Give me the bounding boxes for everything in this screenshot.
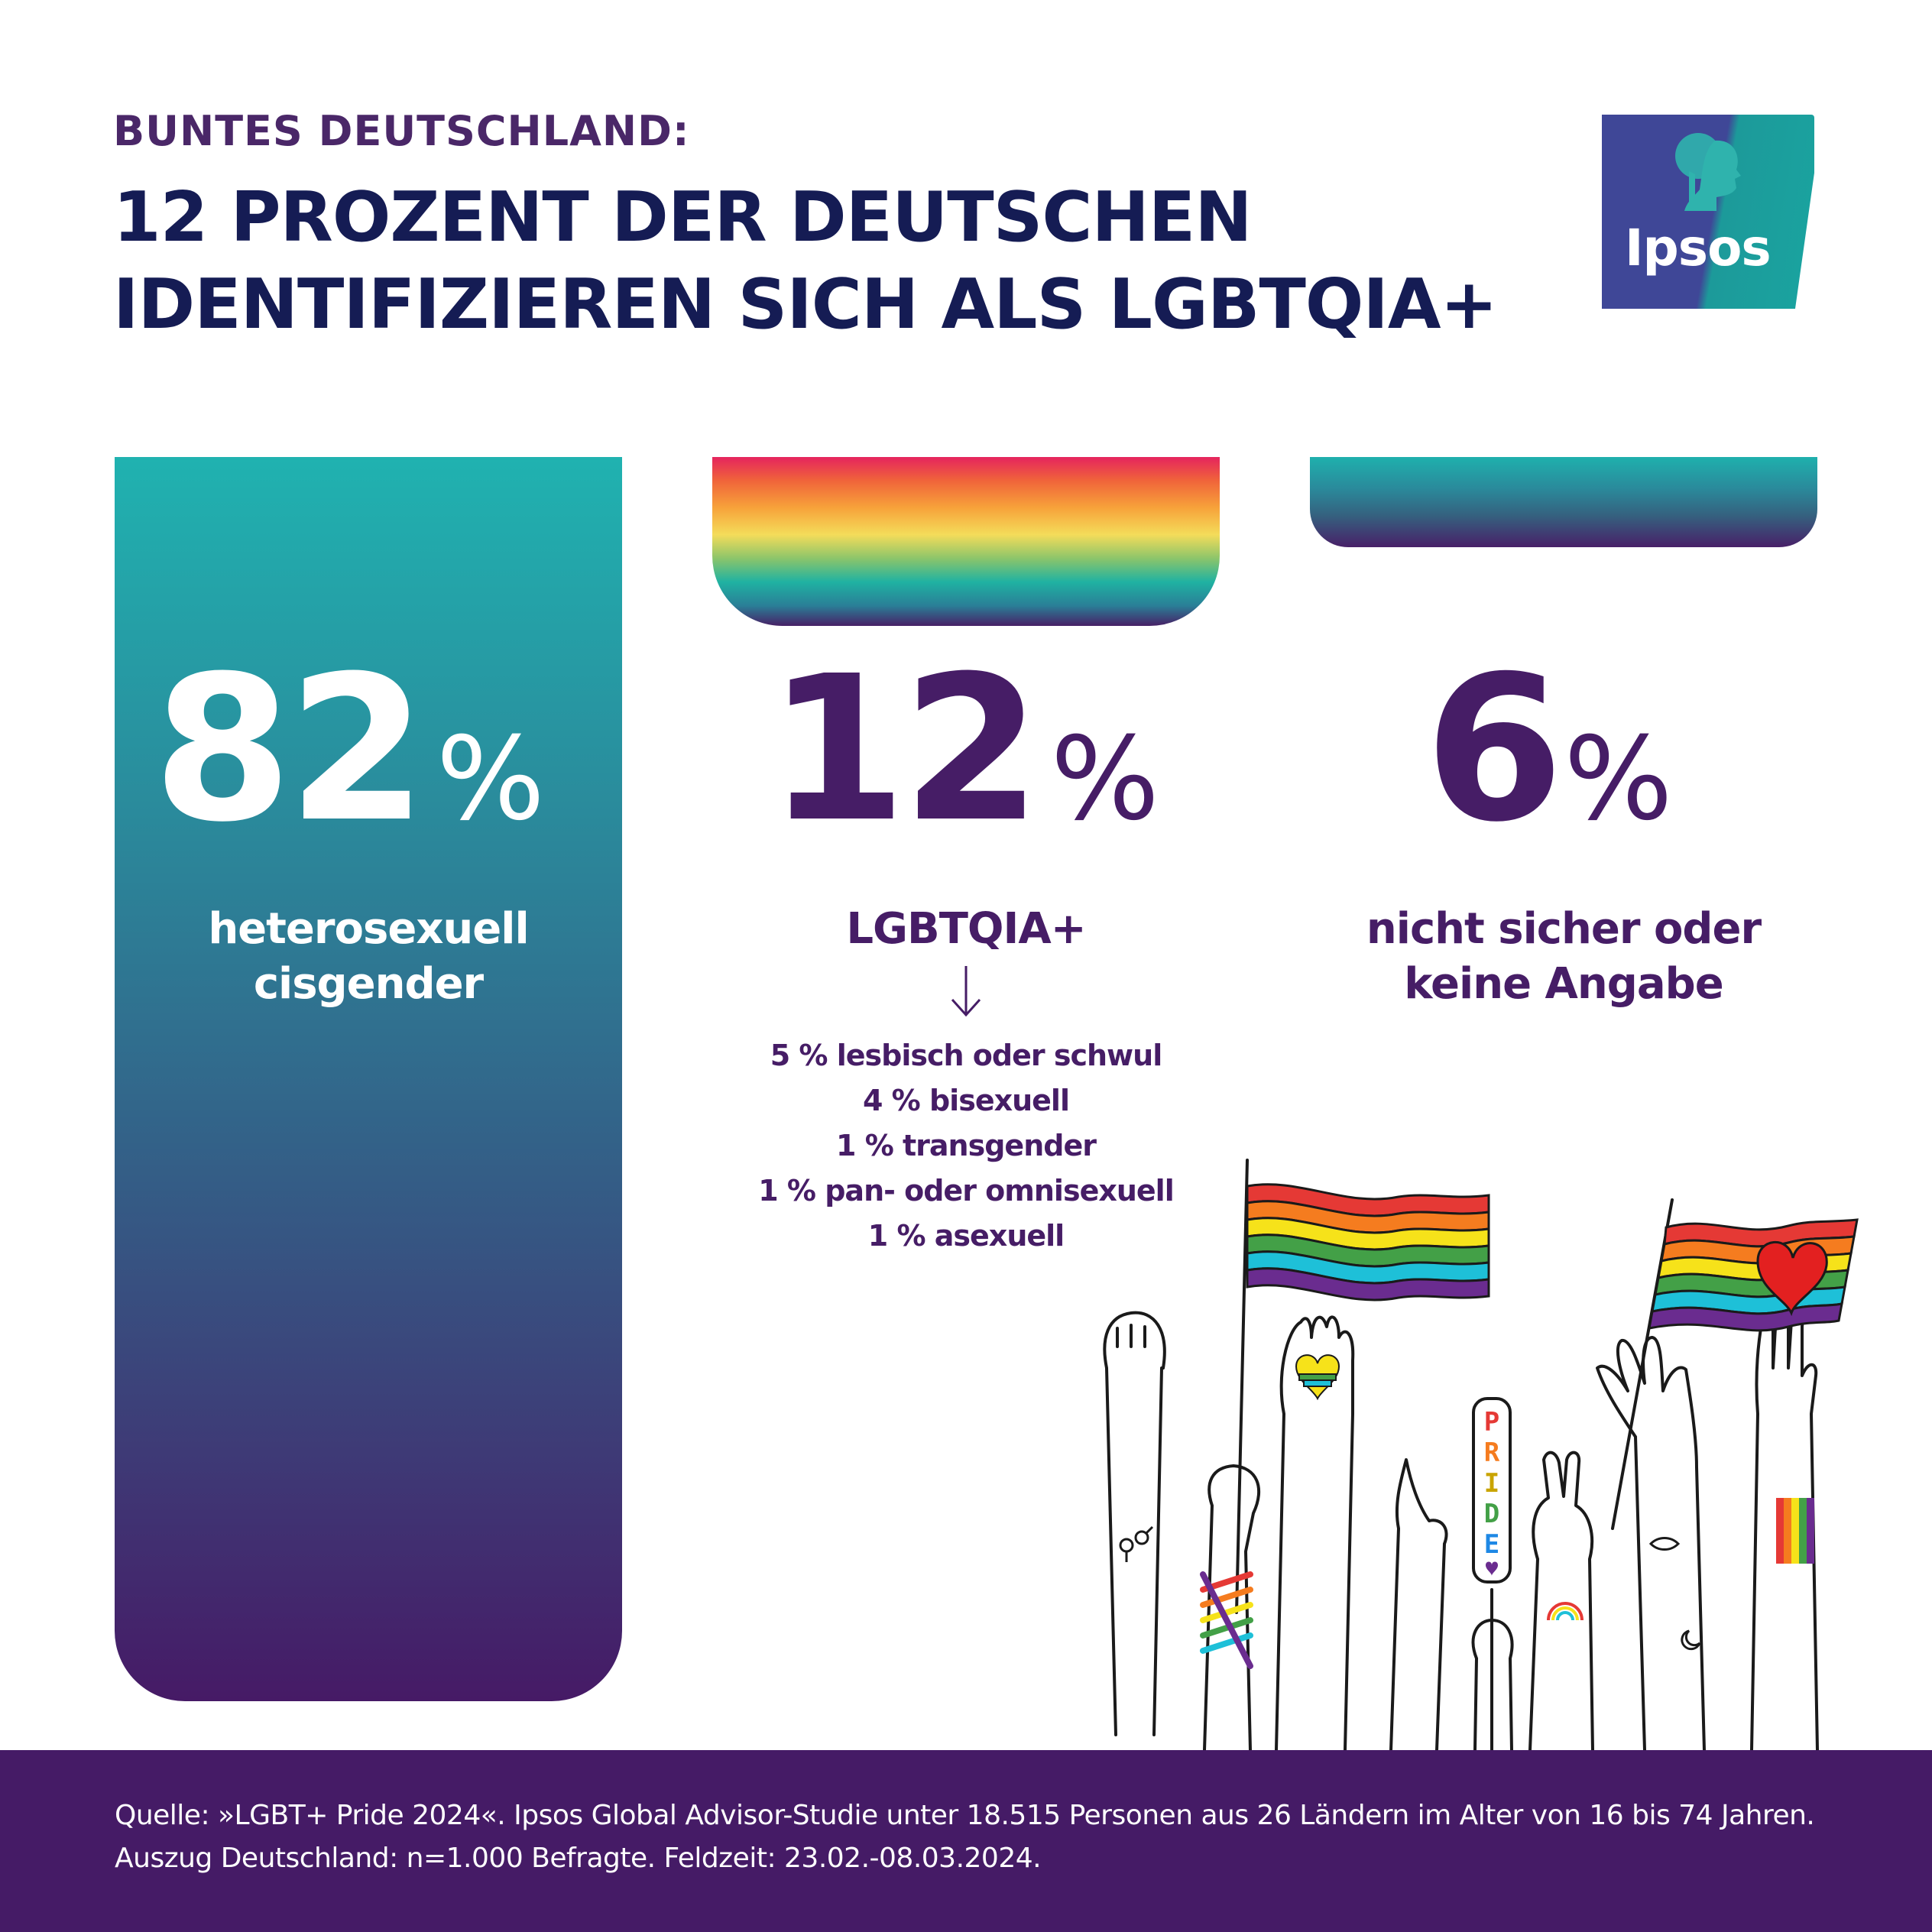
breakdown-item: 5 % lesbisch oder schwul (770, 1039, 1162, 1072)
svg-text:I: I (1484, 1468, 1499, 1499)
svg-text:P: P (1484, 1407, 1499, 1438)
footer (0, 1750, 1932, 1932)
sign-hand-arm (1471, 1619, 1514, 1750)
breakdown-item: 1 % asexuell (867, 1219, 1065, 1253)
flag-tattoo-icon (1776, 1498, 1814, 1564)
value-label-hetero: 82% (153, 650, 545, 850)
logo-text: Ipsos (1625, 219, 1772, 277)
arrow-down-icon (951, 966, 981, 1017)
small-heart-icon (1486, 1561, 1498, 1576)
source-note: Quelle: »LGBT+ Pride 2024«. Ipsos Global… (115, 1794, 1857, 1880)
bracelet-icon (1200, 1571, 1253, 1669)
source-line-2: Auszug Deutschland: n=1.000 Befragte. Fe… (115, 1843, 1042, 1874)
bar-hetero (115, 457, 622, 1701)
kicker: BUNTES DEUTSCHLAND: (113, 107, 690, 155)
category-label-lgbt: LGBTQIA+ (712, 902, 1220, 957)
value-unsure: 6 (1425, 633, 1564, 866)
peace-hand-arm (1528, 1451, 1594, 1750)
category-label-unsure: nicht sicher oder keine Angabe (1310, 902, 1817, 1012)
rainbow-flag-icon (1246, 1183, 1490, 1302)
value-hetero: 82 (153, 633, 427, 866)
svg-text:R: R (1484, 1438, 1500, 1468)
headline-line-2: IDENTIFIZIEREN SICH ALS LGBTQIA+ (113, 264, 1498, 345)
category-label-unsure-line2: keine Angabe (1404, 959, 1723, 1009)
headline-line-1: 12 PROZENT DER DEUTSCHEN (113, 177, 1253, 258)
pride-sign-text: P R I D E (1484, 1407, 1500, 1560)
breakdown-item: 1 % pan- oder omnisexuell (758, 1174, 1174, 1208)
category-label-lgbt-line1: LGBTQIA+ (846, 904, 1086, 954)
open-hand-arm (1596, 1336, 1706, 1750)
pride-sign (1472, 1397, 1512, 1584)
breakdown-item: 4 % bisexuell (863, 1084, 1070, 1117)
arm-holding-pole (1203, 1464, 1261, 1750)
pointing-arm (1389, 1458, 1448, 1750)
gender-symbol-icon (1119, 1525, 1154, 1562)
bar-unsure (1310, 457, 1817, 547)
category-label-hetero-line1: heterosexuell (208, 904, 529, 954)
category-label-hetero-line2: cisgender (253, 959, 484, 1009)
heart-hand-arm (1275, 1315, 1355, 1750)
ipsos-logo: Ipsos (1602, 115, 1814, 309)
breakdown-item: 1 % transgender (836, 1129, 1097, 1162)
value-label-lgbt: 12% (767, 650, 1159, 850)
percent-symbol-lgbt: % (1050, 713, 1160, 846)
rainbow-tattoo-icon (1547, 1602, 1584, 1621)
page-title: 12 PROZENT DER DEUTSCHEN IDENTIFIZIEREN … (113, 174, 1611, 348)
source-line-1: Quelle: »LGBT+ Pride 2024«. Ipsos Global… (115, 1800, 1815, 1831)
svg-text:D: D (1484, 1499, 1499, 1529)
ipsos-head-icon (1675, 133, 1741, 211)
value-label-unsure: 6% (1425, 650, 1673, 850)
percent-symbol-unsure: % (1564, 713, 1673, 846)
category-label-hetero: heterosexuell cisgender (115, 902, 622, 1012)
value-lgbt: 12 (767, 633, 1042, 866)
moon-icon (1681, 1629, 1701, 1651)
svg-text:E: E (1484, 1529, 1499, 1560)
rainbow-heart-icon (1295, 1354, 1340, 1401)
flag-pole-1 (1235, 1159, 1249, 1614)
percent-symbol-hetero: % (436, 713, 546, 846)
category-label-unsure-line1: nicht sicher oder (1366, 904, 1762, 954)
eye-icon (1648, 1537, 1681, 1551)
fist-arm (1103, 1311, 1166, 1736)
heart-flag-icon (1648, 1218, 1859, 1332)
pride-illustration: P R I D E (1103, 1159, 1859, 1750)
breakdown-list: 5 % lesbisch oder schwul 4 % bisexuell 1… (712, 1033, 1220, 1259)
bar-lgbt (712, 457, 1220, 626)
